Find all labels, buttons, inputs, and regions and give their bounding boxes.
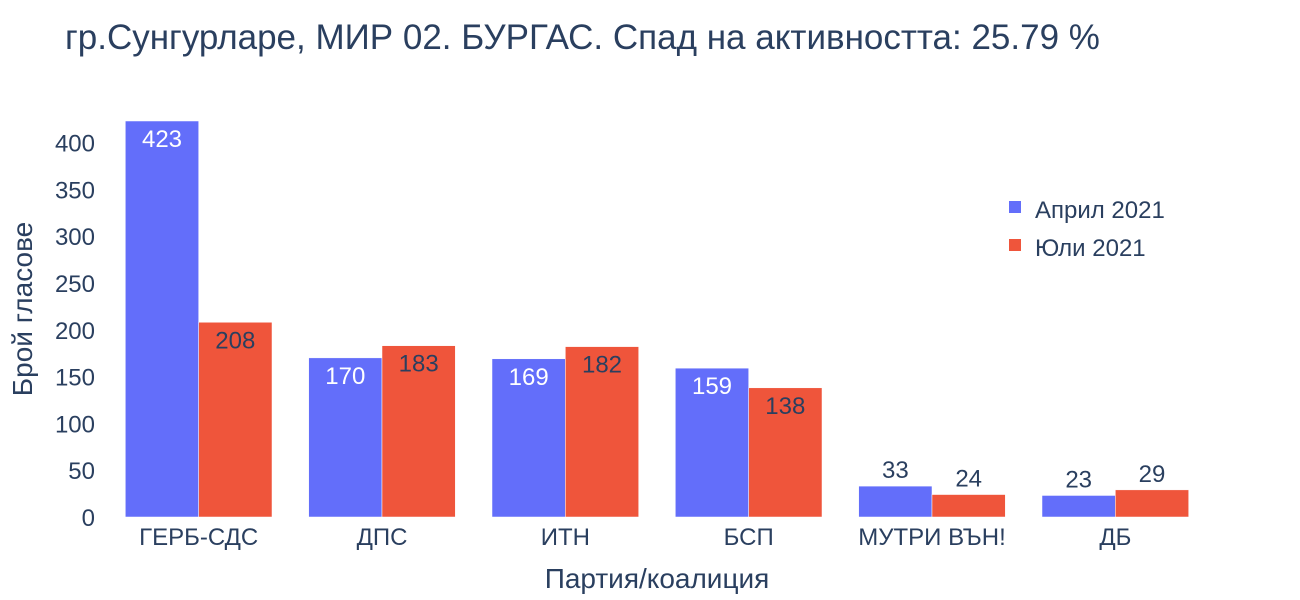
y-axis-ticks: 0 50 100 150 200 250 300 350 400 xyxy=(55,131,95,532)
x-tick-label: ИТН xyxy=(541,524,590,551)
bar-value-label: 183 xyxy=(399,351,439,378)
bar xyxy=(381,345,456,518)
y-tick-label: 200 xyxy=(55,318,95,345)
bar xyxy=(1041,495,1116,518)
legend: Април 2021 Юли 2021 xyxy=(1009,197,1165,262)
y-tick-label: 350 xyxy=(55,177,95,204)
y-tick-label: 0 xyxy=(82,505,95,532)
bar-value-label: 208 xyxy=(215,327,255,354)
x-axis-ticks: ГЕРБ-СДС ДПС ИТН БСП МУТРИ ВЪН! ДБ xyxy=(139,524,1131,551)
bars xyxy=(125,120,1189,518)
bar-value-label: 29 xyxy=(1139,461,1166,488)
x-tick-label: ГЕРБ-СДС xyxy=(139,524,258,551)
bar xyxy=(748,387,823,518)
bar xyxy=(858,485,933,518)
y-tick-label: 150 xyxy=(55,365,95,392)
y-tick-label: 50 xyxy=(68,458,95,485)
legend-label: Април 2021 xyxy=(1035,197,1165,224)
legend-swatch xyxy=(1009,239,1021,251)
x-tick-label: МУТРИ ВЪН! xyxy=(858,524,1005,551)
bar-value-label: 24 xyxy=(955,466,982,493)
bar xyxy=(491,358,566,518)
bar-value-label: 182 xyxy=(582,352,622,379)
legend-swatch xyxy=(1009,201,1021,213)
bar xyxy=(565,346,639,518)
legend-label: Юли 2021 xyxy=(1035,235,1146,262)
y-tick-label: 300 xyxy=(55,224,95,251)
y-tick-label: 100 xyxy=(55,411,95,438)
bar-value-label: 169 xyxy=(509,364,549,391)
bar xyxy=(125,120,199,518)
chart-title: гр.Сунгурларе, МИР 02. БУРГАС. Спад на а… xyxy=(65,18,1100,57)
bar xyxy=(675,367,749,518)
x-tick-label: ДПС xyxy=(357,524,408,551)
bar xyxy=(198,322,273,518)
y-tick-label: 400 xyxy=(55,131,95,158)
x-axis-title: Партия/коалиция xyxy=(545,563,770,594)
bar-value-label: 138 xyxy=(765,393,805,420)
y-axis-title: Брой гласове xyxy=(7,222,38,396)
bar xyxy=(308,357,383,518)
x-tick-label: БСП xyxy=(724,524,774,551)
bar-labels: 423 170 169 159 33 23 208 183 182 138 24 29 xyxy=(142,126,1165,493)
bar-value-label: 33 xyxy=(882,457,909,484)
bar xyxy=(931,494,1006,518)
x-tick-label: ДБ xyxy=(1099,524,1131,551)
bar-value-label: 23 xyxy=(1065,466,1092,493)
bar-value-label: 423 xyxy=(142,126,182,153)
y-tick-label: 250 xyxy=(55,271,95,298)
bar-value-label: 170 xyxy=(325,363,365,390)
bar-value-label: 159 xyxy=(692,373,732,400)
bar xyxy=(1115,489,1189,518)
